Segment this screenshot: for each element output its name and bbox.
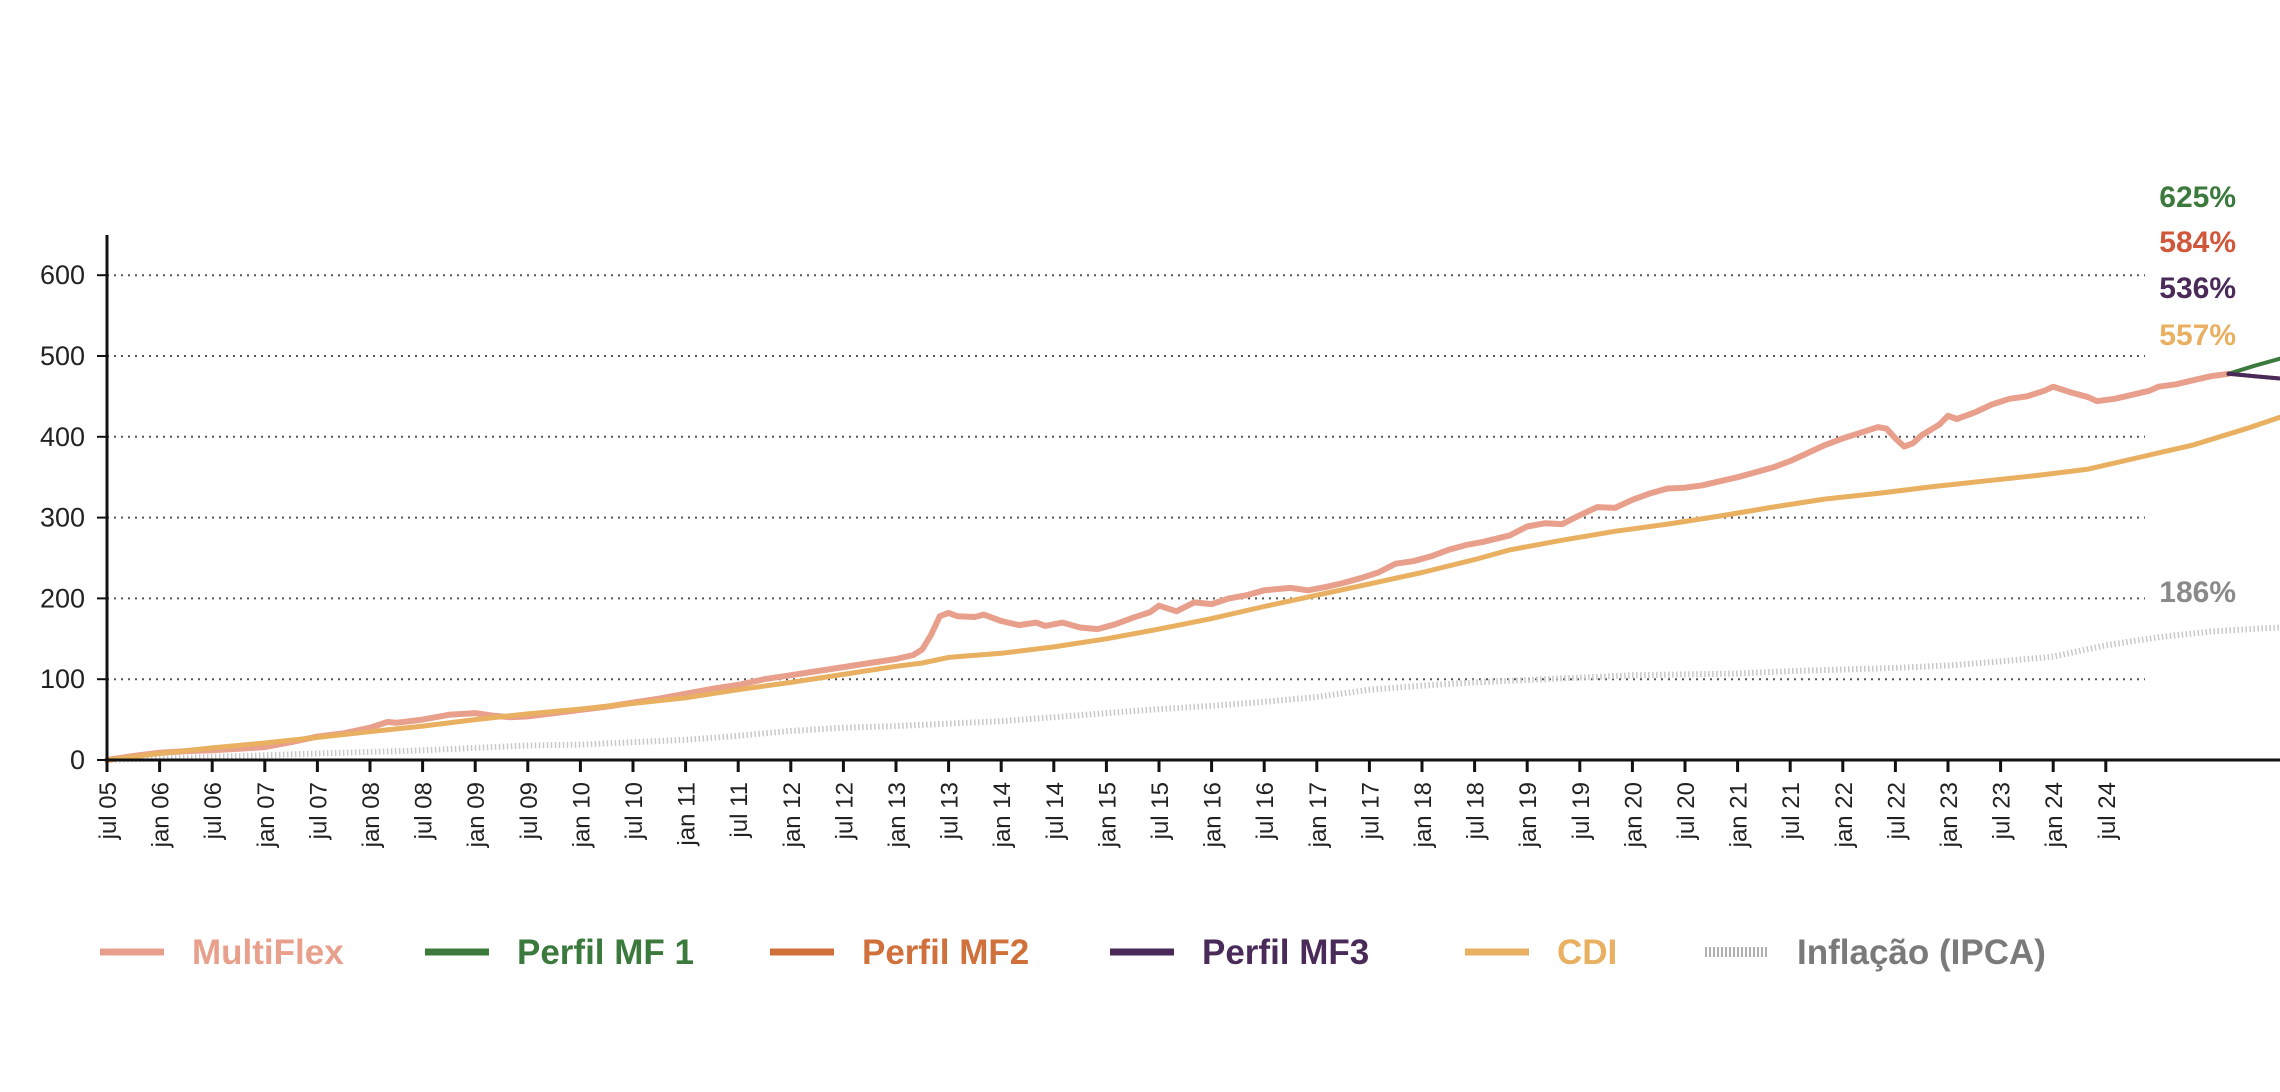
x-tick-label: jul 16: [1252, 782, 1279, 840]
x-tick-label: jul 14: [1042, 782, 1069, 840]
x-tick-label: jul 18: [1463, 782, 1490, 840]
x-tick-label: jan 06: [148, 782, 175, 848]
y-tick-label: 200: [40, 583, 85, 613]
x-tick-label: jan 12: [779, 782, 806, 848]
x-tick-label: jul 23: [1989, 782, 2016, 840]
series-line-cdi: [104, 414, 2280, 763]
x-tick-label: jan 07: [253, 782, 280, 848]
x-tick-label: jul 07: [305, 782, 332, 840]
legend-item-multiflex: MultiFlex: [100, 933, 344, 972]
end-label: 536%: [2159, 272, 2236, 305]
y-tick-label: 100: [40, 664, 85, 694]
x-tick-label: jul 13: [937, 782, 964, 840]
x-tick-label: jul 09: [516, 782, 543, 840]
x-tick-label: jul 24: [2094, 782, 2121, 840]
legend-label: Perfil MF 1: [517, 933, 694, 972]
x-tick-label: jan 21: [1726, 782, 1753, 848]
legend-label: Inflação (IPCA): [1797, 933, 2046, 972]
x-tick-label: jan 11: [674, 782, 701, 847]
y-tick-label: 400: [40, 422, 85, 452]
x-tick-label: jan 08: [358, 782, 385, 848]
series-lines: [104, 356, 2280, 763]
x-tick-label: jul 19: [1568, 782, 1595, 840]
x-tick-label: jul 17: [1357, 782, 1384, 840]
y-axis-ticks: 0 100 200 300 400 500 600: [40, 260, 107, 775]
series-line-perfil-mf-1: [2226, 356, 2280, 376]
legend: MultiFlex Perfil MF 1 Perfil MF2 Perfil MF3…: [100, 933, 2046, 972]
x-tick-label: jan 15: [1094, 782, 1121, 848]
x-tick-label: jul 11: [726, 782, 753, 839]
x-tick-label: jan 20: [1620, 782, 1647, 848]
series-line-infla-o-ipca: [106, 624, 2280, 763]
x-tick-label: jul 06: [200, 782, 227, 840]
x-tick-label: jul 15: [1147, 782, 1174, 840]
legend-item-cdi: CDI: [1465, 933, 1617, 972]
x-tick-label: jan 16: [1200, 782, 1227, 848]
axes: [105, 235, 2280, 762]
end-labels: 625% 584% 536% 557% 186%: [2159, 181, 2236, 609]
x-tick-label: jul 05: [95, 782, 122, 840]
x-tick-label: jul 10: [621, 782, 648, 840]
x-tick-label: jan 23: [1936, 782, 1963, 848]
y-tick-label: 0: [70, 745, 85, 775]
x-tick-label: jan 10: [568, 782, 595, 848]
y-tick-label: 600: [40, 260, 85, 290]
x-tick-label: jul 12: [831, 782, 858, 840]
x-axis-ticks: jul 05 jan 06 jul 06 jan 07 jul 07 jan 08 jul …: [95, 760, 2121, 848]
x-tick-label: jul 22: [1883, 782, 1910, 840]
x-tick-label: jul 20: [1673, 782, 1700, 840]
end-label: 557%: [2159, 319, 2236, 352]
legend-label: Perfil MF3: [1202, 933, 1369, 972]
legend-item-perfil-mf-1: Perfil MF 1: [425, 933, 694, 972]
series-line-multiflex: [104, 370, 2232, 763]
legend-label: CDI: [1557, 933, 1617, 972]
x-tick-label: jan 22: [1831, 782, 1858, 848]
end-label: 625%: [2159, 181, 2236, 214]
legend-item-perfil-mf2: Perfil MF2: [770, 933, 1029, 972]
legend-item-perfil-mf3: Perfil MF3: [1110, 933, 1369, 972]
y-tick-label: 300: [40, 503, 85, 533]
end-label: 186%: [2159, 576, 2236, 609]
y-tick-label: 500: [40, 341, 85, 371]
legend-label: MultiFlex: [192, 933, 344, 972]
x-tick-label: jul 21: [1778, 782, 1805, 840]
legend-label: Perfil MF2: [862, 933, 1029, 972]
x-tick-label: jul 08: [411, 782, 438, 840]
x-tick-label: jan 18: [1410, 782, 1437, 848]
x-tick-label: jan 19: [1515, 782, 1542, 848]
x-tick-label: jan 14: [989, 782, 1016, 848]
legend-item-infla-o-ipca: Inflação (IPCA): [1705, 933, 2046, 972]
x-tick-label: jan 24: [2041, 782, 2068, 848]
x-tick-label: jan 09: [463, 782, 490, 848]
x-tick-label: jan 13: [884, 782, 911, 848]
x-tick-label: jan 17: [1305, 782, 1332, 848]
end-label: 584%: [2159, 226, 2236, 259]
